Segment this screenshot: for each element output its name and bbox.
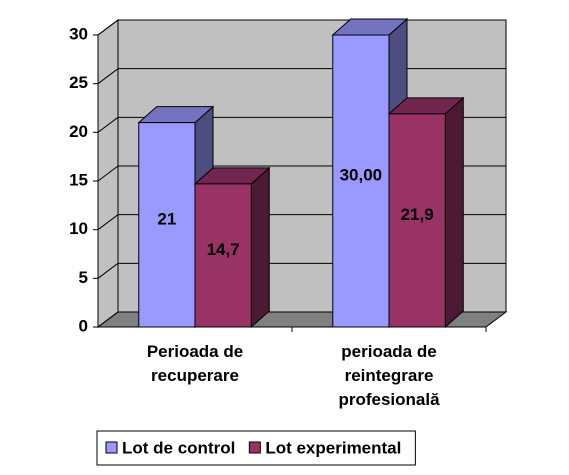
legend-label: Lot de control: [122, 438, 235, 457]
legend-swatch: [105, 441, 118, 454]
value-label: 30,00: [340, 165, 383, 184]
legend-label: Lot experimental: [265, 438, 401, 457]
y-tick-label: 25: [69, 73, 88, 92]
bar-side: [444, 96, 464, 329]
grid-line: [97, 116, 119, 133]
y-tick-label: 15: [69, 170, 88, 189]
y-tick-label: 0: [79, 316, 88, 335]
value-label: 21: [157, 209, 176, 228]
bar-side: [250, 166, 270, 329]
y-tick-label: 5: [79, 268, 88, 287]
x-tick-label: Perioada de recuperare: [146, 342, 244, 385]
grid-line: [97, 311, 119, 328]
legend-swatch: [248, 441, 261, 454]
bar: [194, 183, 252, 328]
bar: [388, 113, 446, 328]
grid-line: [97, 19, 119, 36]
bar: [138, 122, 196, 328]
y-tick-label: 30: [69, 24, 88, 43]
value-label: 14,7: [207, 240, 240, 259]
bar: [332, 34, 390, 328]
grid-line: [97, 68, 119, 85]
grid-line: [97, 165, 119, 182]
grid-line: [97, 262, 119, 279]
grid-line: [97, 214, 119, 231]
y-tick-label: 10: [69, 219, 88, 238]
x-tick-label: perioada de reintegrare profesională: [338, 342, 440, 409]
y-tick-label: 20: [69, 122, 88, 141]
value-label: 21,9: [401, 205, 434, 224]
